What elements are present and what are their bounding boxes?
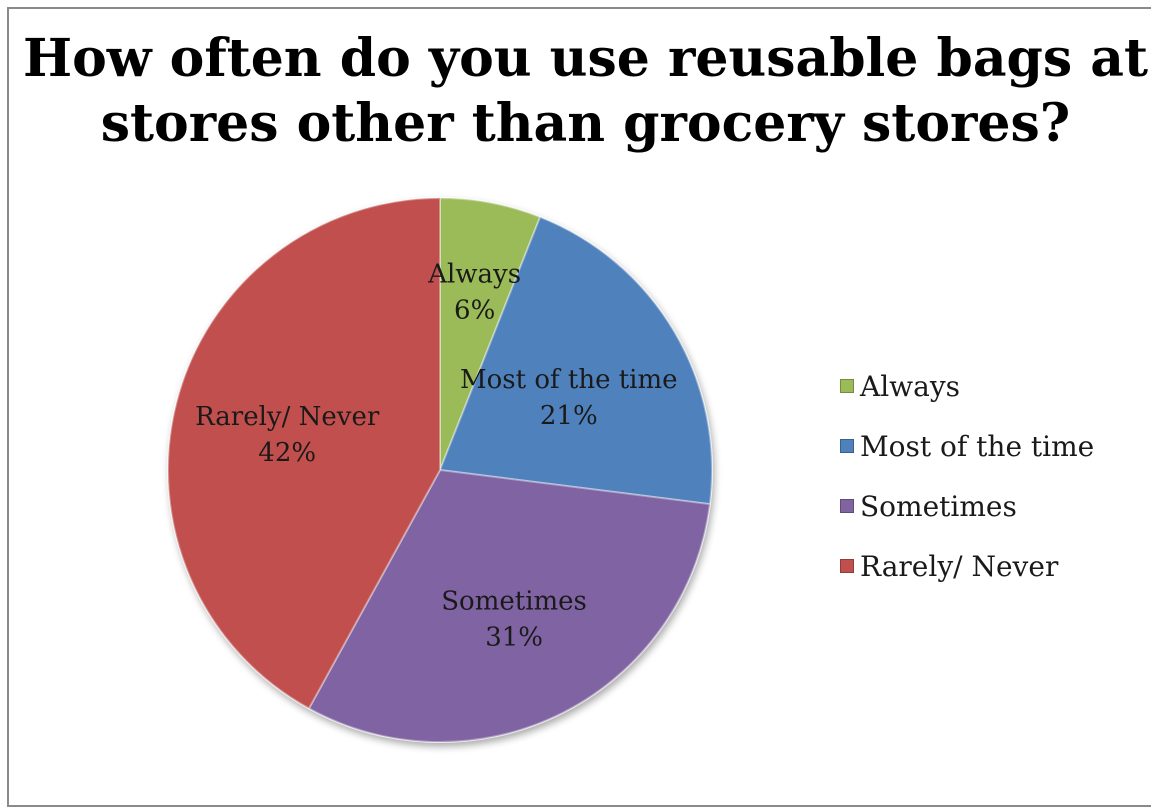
pie-slice-most-of-the-time: [438, 215, 713, 506]
legend-item-always: Always: [840, 356, 1094, 416]
data-label-most-of-the-time: Most of the time 21%: [460, 365, 678, 431]
pie-slice-rarely-never: [167, 196, 441, 710]
legend-label: Sometimes: [860, 489, 1017, 523]
pie-chart: Always 6% Most of the time 21% Sometimes 31% R…: [167, 196, 713, 743]
legend-label: Rarely/ Never: [860, 549, 1059, 583]
legend-swatch-most-of-the-time: [840, 439, 854, 453]
chart-title: How often do you use reusable bags at st…: [22, 28, 1149, 154]
data-label-always: Always 6%: [427, 259, 521, 325]
legend-swatch-rarely-never: [840, 559, 854, 573]
legend-item-rarely-never: Rarely/ Never: [840, 536, 1094, 596]
chart-legend: Always Most of the time Sometimes Rarely/ N…: [840, 356, 1094, 596]
data-label-sometimes: Sometimes 31%: [441, 586, 587, 652]
legend-swatch-sometimes: [840, 499, 854, 513]
legend-item-sometimes: Sometimes: [840, 476, 1094, 536]
data-label-rarely-never: Rarely/ Never 42%: [195, 402, 380, 468]
pie-data-labels: Always 6% Most of the time 21% Sometimes 31% R…: [195, 259, 677, 652]
pie-slice-sometimes: [307, 468, 711, 743]
pie-slices: [167, 196, 713, 743]
legend-item-most-of-the-time: Most of the time: [840, 416, 1094, 476]
legend-label: Most of the time: [860, 429, 1095, 463]
legend-swatch-always: [840, 379, 854, 393]
legend-label: Always: [860, 369, 961, 403]
